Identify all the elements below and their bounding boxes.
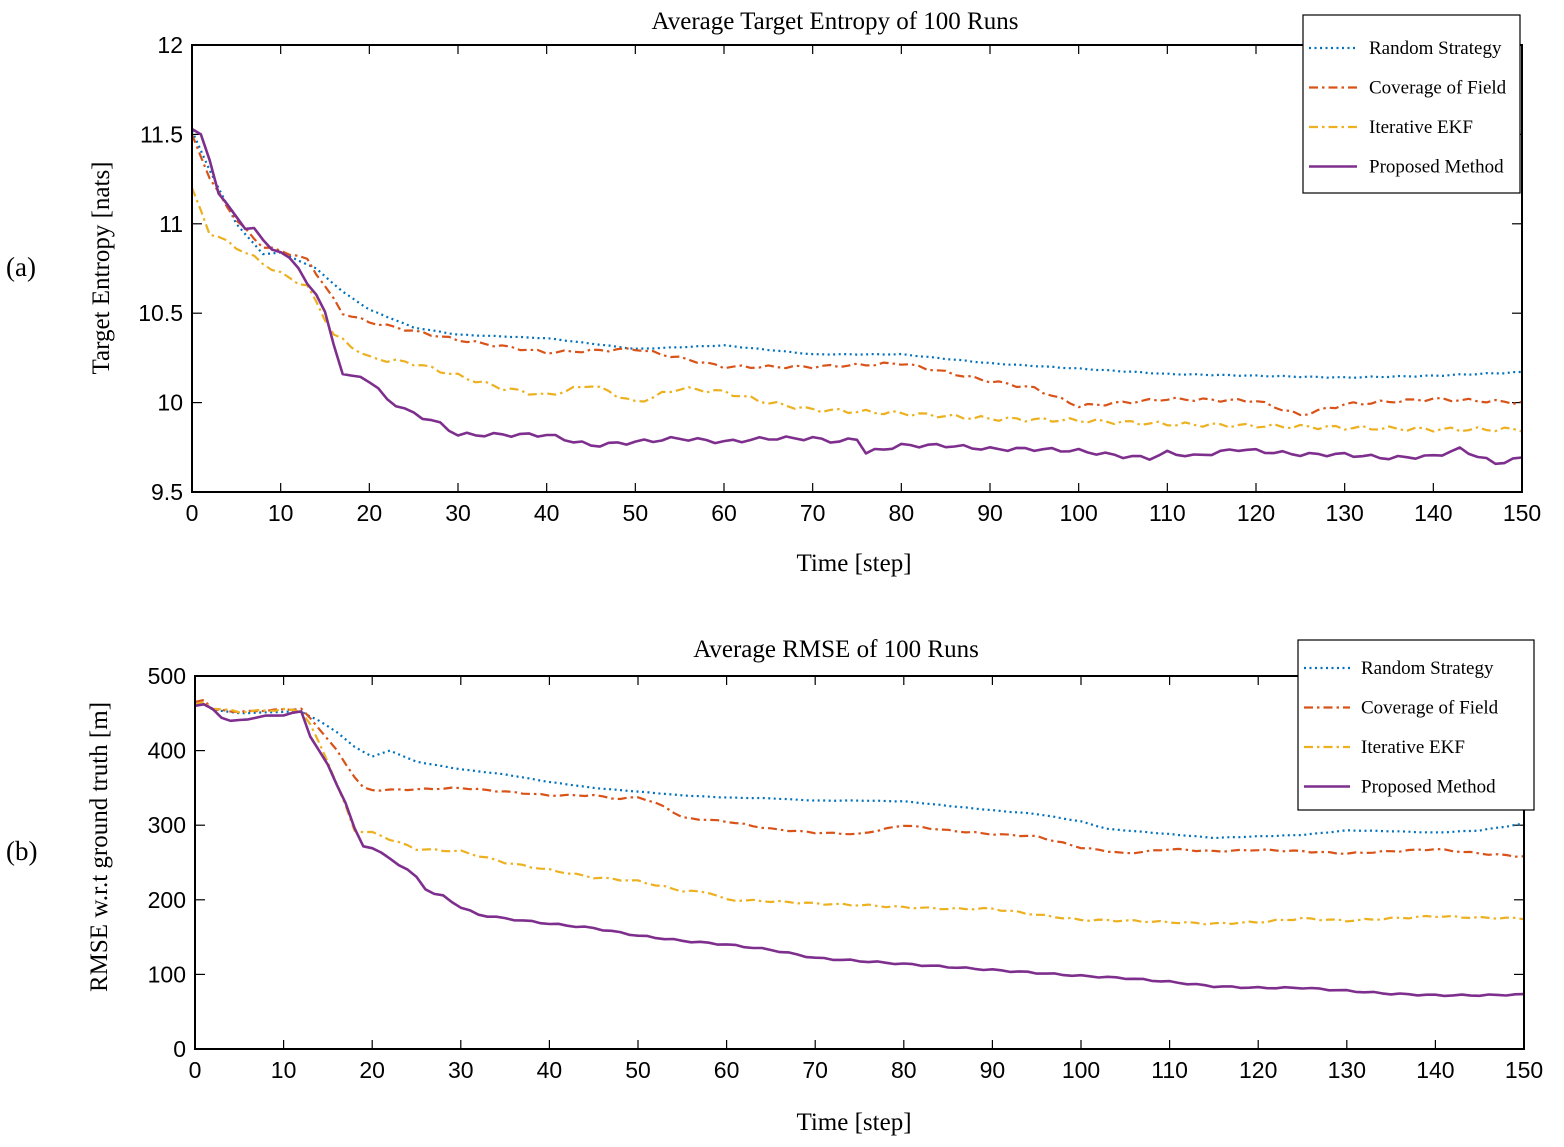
entropy-x-tick-label: 40 bbox=[534, 500, 560, 526]
rmse-x-tick-label: 80 bbox=[891, 1057, 917, 1083]
entropy-x-tick-label: 130 bbox=[1325, 500, 1363, 526]
rmse-x-tick-label: 30 bbox=[448, 1057, 474, 1083]
rmse-x-tick-label: 60 bbox=[714, 1057, 740, 1083]
entropy-y-tick-label: 11.5 bbox=[140, 121, 183, 147]
rmse-series-coverage-of-field bbox=[194, 698, 1525, 858]
entropy-x-tick-label: 0 bbox=[186, 500, 199, 526]
rmse-series-iterative-ekf bbox=[194, 700, 1525, 926]
entropy-y-tick-label: 10 bbox=[157, 390, 183, 416]
entropy-x-tick-label: 100 bbox=[1059, 500, 1097, 526]
entropy-y-tick-label: 9.5 bbox=[151, 479, 183, 505]
rmse-x-tick-label: 110 bbox=[1151, 1057, 1188, 1083]
rmse-axes-frame bbox=[194, 675, 1525, 1050]
entropy-x-tick-label: 10 bbox=[268, 500, 294, 526]
legend-label: Iterative EKF bbox=[1369, 117, 1473, 138]
rmse-x-tick-label: 10 bbox=[271, 1057, 297, 1083]
entropy-series-proposed-method bbox=[191, 127, 1523, 466]
rmse-x-tick-label: 90 bbox=[980, 1057, 1006, 1083]
entropy-x-axis-label: Time [step] bbox=[796, 550, 911, 577]
legend-label: Proposed Method bbox=[1361, 777, 1496, 798]
entropy-chart: (a) Average Target Entropy of 100 Runs T… bbox=[6, 8, 1541, 577]
rmse-x-axis-label: Time [step] bbox=[796, 1109, 911, 1136]
legend-label: Proposed Method bbox=[1369, 157, 1504, 178]
entropy-x-tick-label: 90 bbox=[977, 500, 1003, 526]
legend-label: Iterative EKF bbox=[1361, 737, 1465, 758]
legend-label: Random Strategy bbox=[1369, 38, 1502, 59]
rmse-chart: (b) Average RMSE of 100 Runs Time [step]… bbox=[6, 636, 1543, 1136]
entropy-y-axis-label: Target Entropy [nats] bbox=[88, 161, 115, 374]
entropy-x-tick-label: 60 bbox=[711, 500, 737, 526]
entropy-series-random-strategy bbox=[190, 130, 1523, 379]
rmse-y-tick-label: 200 bbox=[148, 887, 186, 913]
entropy-x-tick-label: 30 bbox=[445, 500, 471, 526]
rmse-x-tick-label: 40 bbox=[537, 1057, 563, 1083]
rmse-x-tick-label: 100 bbox=[1062, 1057, 1100, 1083]
rmse-y-tick-label: 500 bbox=[148, 663, 186, 689]
rmse-y-tick-label: 100 bbox=[148, 961, 186, 987]
entropy-y-tick-label: 11 bbox=[159, 211, 183, 237]
entropy-x-tick-label: 20 bbox=[357, 500, 383, 526]
rmse-chart-title: Average RMSE of 100 Runs bbox=[693, 636, 979, 663]
rmse-y-tick-label: 400 bbox=[148, 738, 186, 764]
entropy-series-coverage-of-field bbox=[190, 133, 1523, 417]
entropy-series-iterative-ekf bbox=[190, 187, 1523, 433]
legend-label: Coverage of Field bbox=[1361, 698, 1499, 719]
entropy-legend: Random Strategy Coverage of Field Iterativ… bbox=[1302, 14, 1521, 194]
rmse-ticks: 0 10 20 30 40 50 60 70 80 90 100 110 120 130 140 150 0 10… bbox=[148, 663, 1544, 1083]
legend-label: Coverage of Field bbox=[1369, 78, 1507, 99]
rmse-series-proposed-method bbox=[194, 702, 1525, 998]
legend-label: Random Strategy bbox=[1361, 658, 1494, 679]
entropy-x-tick-label: 80 bbox=[889, 500, 915, 526]
entropy-chart-title: Average Target Entropy of 100 Runs bbox=[652, 8, 1019, 35]
entropy-x-tick-label: 120 bbox=[1237, 500, 1275, 526]
rmse-plot-area bbox=[194, 698, 1525, 998]
entropy-x-tick-label: 110 bbox=[1149, 500, 1186, 526]
entropy-legend-box bbox=[1302, 14, 1521, 194]
entropy-axes-frame bbox=[191, 44, 1523, 493]
rmse-y-tick-label: 0 bbox=[173, 1036, 186, 1062]
panel-label-a: (a) bbox=[6, 252, 36, 282]
rmse-x-tick-label: 70 bbox=[802, 1057, 828, 1083]
rmse-y-axis-label: RMSE w.r.t ground truth [m] bbox=[86, 702, 113, 992]
entropy-ticks: 0 10 20 30 40 50 60 70 80 90 100 110 120 130 140 150 9.5… bbox=[138, 32, 1541, 526]
rmse-x-tick-label: 20 bbox=[359, 1057, 385, 1083]
rmse-x-tick-label: 0 bbox=[189, 1057, 202, 1083]
entropy-x-tick-label: 150 bbox=[1503, 500, 1541, 526]
entropy-y-tick-label: 12 bbox=[157, 32, 183, 58]
rmse-x-tick-label: 130 bbox=[1328, 1057, 1366, 1083]
rmse-y-tick-label: 300 bbox=[148, 812, 186, 838]
rmse-x-tick-label: 50 bbox=[625, 1057, 651, 1083]
rmse-x-tick-label: 140 bbox=[1416, 1057, 1454, 1083]
entropy-x-tick-label: 70 bbox=[800, 500, 826, 526]
rmse-x-tick-label: 120 bbox=[1239, 1057, 1277, 1083]
entropy-x-tick-label: 50 bbox=[623, 500, 649, 526]
panel-label-b: (b) bbox=[6, 836, 37, 866]
rmse-x-tick-label: 150 bbox=[1505, 1057, 1543, 1083]
entropy-plot-area bbox=[190, 127, 1523, 466]
entropy-y-tick-label: 10.5 bbox=[138, 300, 183, 326]
rmse-legend: Random Strategy Coverage of Field Iterativ… bbox=[1297, 639, 1535, 811]
entropy-x-tick-label: 140 bbox=[1414, 500, 1452, 526]
